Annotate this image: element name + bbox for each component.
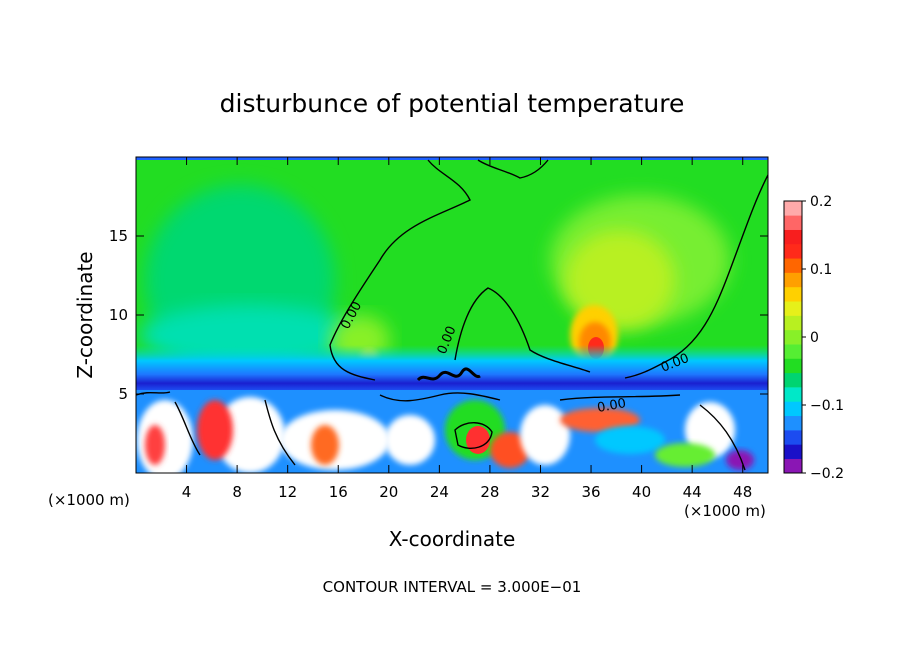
cold-band — [136, 345, 768, 390]
warm-region-right-inner — [565, 230, 675, 330]
y-tick-label: 15 — [109, 227, 128, 245]
x-tick-label: 32 — [531, 483, 550, 501]
zero-contour-mid — [454, 287, 591, 373]
lower-red-left-2 — [145, 425, 165, 465]
contour-lower-center — [379, 392, 501, 449]
colorbar-swatch — [784, 387, 802, 402]
x-tick-label: 12 — [278, 483, 297, 501]
colorbar-swatch — [784, 458, 802, 474]
x-tick-label: 36 — [581, 483, 600, 501]
x-tick-label: 40 — [632, 483, 651, 501]
chart-title: disturbunce of potential temperature — [220, 89, 685, 118]
x-axis: 4 8 12 16 20 24 28 32 36 40 44 48 — [182, 157, 752, 501]
colorbar-swatch — [784, 315, 802, 331]
x-tick-label: 16 — [329, 483, 348, 501]
colorbar-tick-label: −0.2 — [810, 466, 844, 482]
colorbar-swatch — [784, 301, 802, 316]
y-tick-label: 5 — [118, 385, 128, 403]
lower-red-center — [311, 425, 339, 465]
colorbar-labels: 0.2 0.1 0 −0.1 −0.2 — [802, 194, 844, 482]
colorbar-swatch — [784, 358, 802, 374]
zero-contour-right — [624, 174, 768, 379]
temperature-field — [136, 157, 768, 473]
x-tick-label: 28 — [480, 483, 499, 501]
lower-cyan-right — [595, 426, 665, 454]
colorbar-tick-label: −0.1 — [810, 398, 844, 414]
colorbar-swatch — [784, 344, 802, 359]
x-unit-left: (×1000 m) — [48, 491, 130, 509]
colorbar-swatch — [784, 430, 802, 445]
x-tick-label: 48 — [733, 483, 752, 501]
colorbar-swatch — [784, 415, 802, 431]
colorbar-swatch — [784, 272, 802, 288]
x-tick-label: 20 — [379, 483, 398, 501]
colorbar-tick-label: 0.1 — [810, 262, 832, 278]
lower-red-mid — [466, 426, 490, 454]
top-boundary-strip — [136, 157, 768, 160]
y-axis: 5 10 15 — [109, 227, 768, 403]
colorbar-tick-label: 0.2 — [810, 194, 832, 210]
colorbar-swatch — [784, 215, 802, 230]
lower-green-right — [655, 443, 715, 467]
x-tick-label: 44 — [683, 483, 702, 501]
x-tick-label: 4 — [182, 483, 192, 501]
lower-white-far-right — [685, 402, 735, 458]
y-tick-label: 10 — [109, 306, 128, 324]
x-tick-label: 24 — [430, 483, 449, 501]
colorbar-swatch — [784, 229, 802, 245]
lower-red-mid-2 — [490, 432, 530, 468]
colorbar-swatch — [784, 286, 802, 302]
lower-white-left-2 — [215, 397, 285, 473]
zero-contour-main — [329, 159, 471, 381]
x-tick-label: 8 — [232, 483, 242, 501]
contour-lines — [136, 159, 768, 471]
colorbar-swatch — [784, 401, 802, 417]
contour-lower-right — [559, 394, 746, 471]
colorbar-swatch — [784, 372, 802, 388]
colorbar-tick-label: 0 — [810, 330, 819, 346]
colorbar-swatch — [784, 329, 802, 345]
lower-white-right — [520, 405, 570, 465]
colorbar — [784, 201, 802, 474]
y-axis-label: Z-coordinate — [73, 251, 97, 378]
x-axis-label: X-coordinate — [389, 527, 516, 551]
lower-red-right — [560, 408, 640, 432]
lower-purple-right — [726, 450, 754, 470]
colorbar-swatch — [784, 201, 802, 216]
colorbar-swatch — [784, 444, 802, 459]
colorbar-swatch — [784, 243, 802, 259]
contour-interval-note: CONTOUR INTERVAL = 3.000E−01 — [323, 578, 582, 596]
contour-band-squiggle — [416, 367, 481, 382]
lower-red-left — [197, 400, 233, 460]
x-unit-right: (×1000 m) — [684, 502, 766, 520]
contour-label: 0.00 — [596, 396, 627, 416]
plot-area: 0.00 0.00 0.00 0.00 — [136, 157, 768, 473]
lower-white-mid — [385, 415, 435, 465]
colorbar-swatch — [784, 258, 802, 273]
contour-top-wiggle — [477, 159, 549, 179]
